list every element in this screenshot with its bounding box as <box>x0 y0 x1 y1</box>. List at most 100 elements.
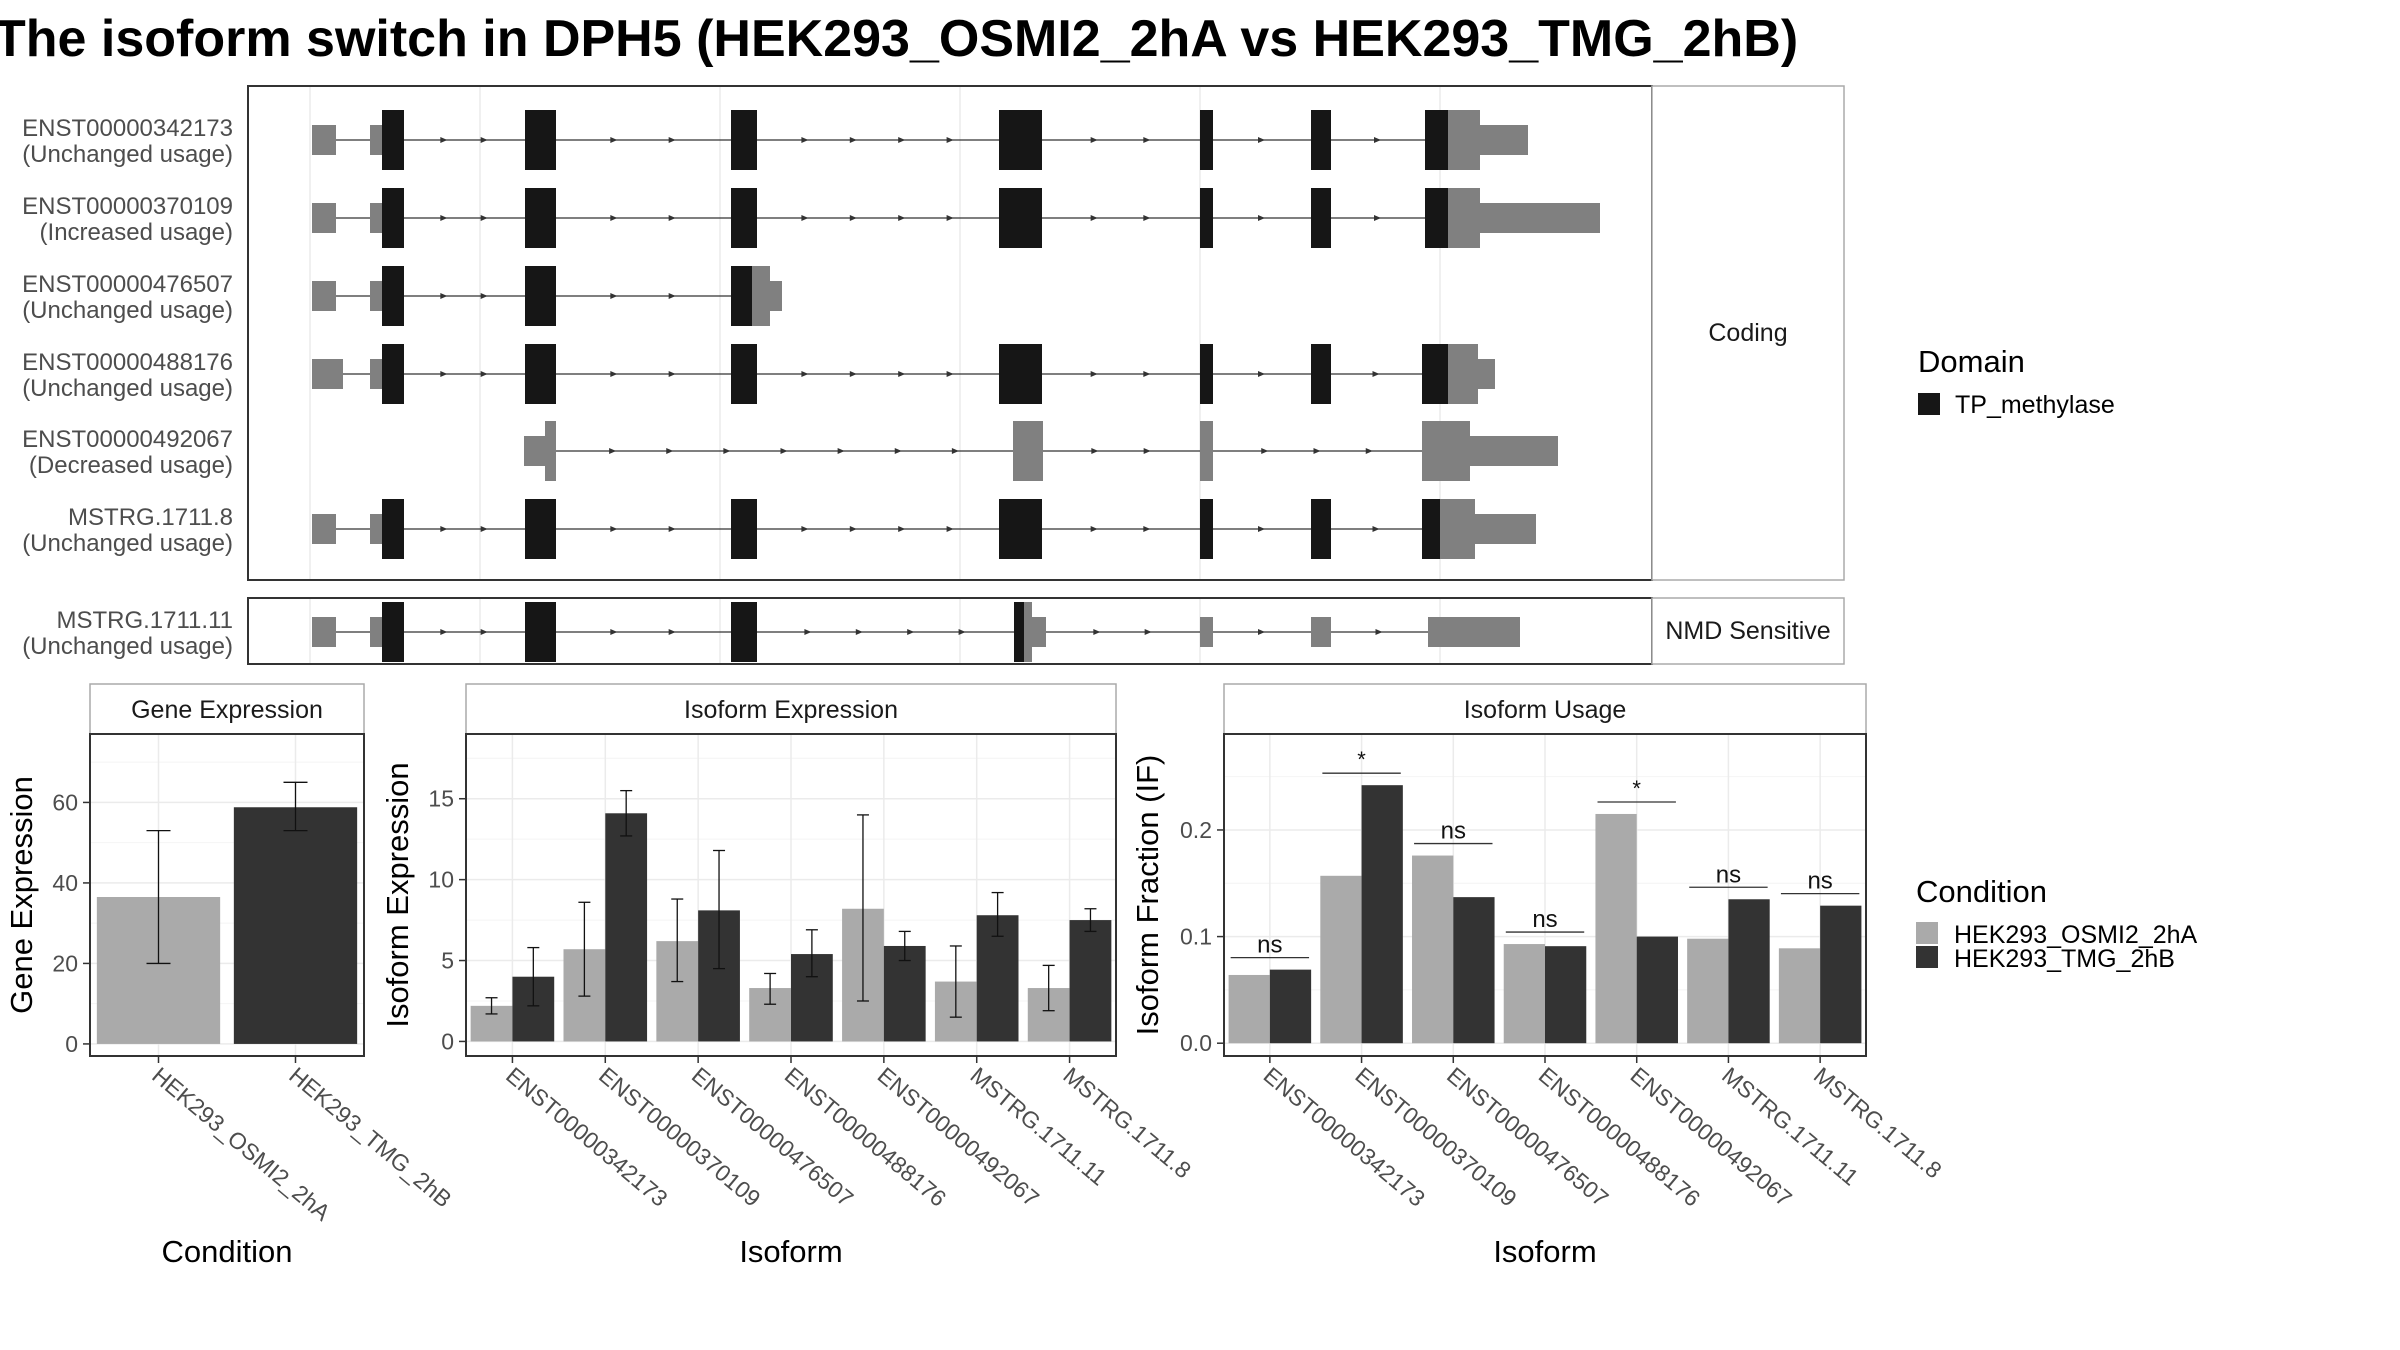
intron-arrow <box>609 448 617 454</box>
utr-exon <box>524 436 545 466</box>
intron-arrow <box>1372 371 1380 377</box>
domain-exon <box>1311 110 1331 170</box>
utr-exon <box>312 359 343 389</box>
intron-arrow <box>610 371 618 377</box>
intron-arrow <box>849 371 857 377</box>
x-tick-label: ENST00000492067 <box>873 1062 1045 1212</box>
intron-arrow <box>801 371 809 377</box>
condition-legend-title: Condition <box>1916 874 2047 909</box>
domain-exon <box>525 602 556 662</box>
condition-legend-label-a: HEK293_OSMI2_2hA <box>1954 921 2198 949</box>
x-axis-title: Isoform <box>1493 1234 1596 1269</box>
bar <box>1728 899 1770 1044</box>
intron-arrow <box>1258 526 1265 532</box>
legends: Domain TP_methylase Condition HEK293_OSMI2_… <box>1916 344 2198 973</box>
y-tick-label: 0.0 <box>1180 1030 1212 1056</box>
intron-arrow <box>480 526 488 532</box>
gene-expression-panel: Gene Expression0204060HEK293_OSMI2_2hAHE… <box>4 683 457 1269</box>
intron-arrow <box>849 526 857 532</box>
intron-arrow <box>1090 371 1098 377</box>
y-tick-label: 0.2 <box>1180 817 1212 843</box>
x-tick-label: ENST00000476507 <box>1442 1062 1614 1212</box>
intron-arrow <box>1143 526 1151 532</box>
utr-exon <box>1475 514 1536 544</box>
y-tick-label: 0.1 <box>1180 924 1212 950</box>
utr-exon <box>1311 617 1331 647</box>
facet-strip-nmd <box>1651 597 1845 665</box>
domain-exon <box>525 266 556 326</box>
transcript-id-label: MSTRG.1711.8 <box>68 504 233 531</box>
domain-exon <box>1311 188 1331 248</box>
intron-arrow <box>1372 526 1380 532</box>
intron-arrow <box>946 137 954 143</box>
intron-arrow <box>951 448 959 454</box>
significance-label: ns <box>1807 868 1832 895</box>
intron-arrow <box>1091 448 1099 454</box>
coding-exon <box>1448 344 1478 404</box>
y-axis-title: Isoform Expression <box>380 762 415 1027</box>
y-tick-label: 60 <box>52 789 78 815</box>
track-panel-bg <box>248 86 1652 580</box>
intron-arrow <box>837 448 845 454</box>
utr-exon <box>1478 359 1495 389</box>
intron-arrow <box>723 448 731 454</box>
domain-exon <box>731 344 757 404</box>
intron-arrow <box>668 526 676 532</box>
domain-exon <box>1422 344 1448 404</box>
intron-arrow <box>1144 629 1152 635</box>
intron-arrow <box>480 371 488 377</box>
facet-label-coding: Coding <box>1708 319 1787 347</box>
domain-exon <box>999 110 1042 170</box>
intron-arrow <box>1374 137 1381 143</box>
bar <box>233 807 358 1044</box>
utr-exon <box>1480 125 1528 155</box>
domain-exon <box>525 110 556 170</box>
intron-arrow <box>1143 371 1151 377</box>
bar <box>1320 875 1362 1044</box>
utr-exon <box>1032 617 1046 647</box>
intron-arrow <box>1143 137 1151 143</box>
coding-exon <box>1448 110 1480 170</box>
transcript-status-label: (Increased usage) <box>40 219 233 246</box>
y-tick-label: 40 <box>52 870 78 896</box>
transcript-structure-panel: ENST00000342173 (Unchanged usage) ENST0000… <box>22 85 1845 665</box>
bar <box>1545 946 1587 1044</box>
bar <box>1503 944 1545 1044</box>
intron-arrow <box>780 448 788 454</box>
intron-arrow <box>946 215 954 221</box>
bar <box>1687 938 1729 1044</box>
intron-arrow <box>480 629 488 635</box>
domain-legend-label: TP_methylase <box>1955 391 2115 419</box>
intron-arrow <box>1365 448 1373 454</box>
intron-arrow <box>801 215 809 221</box>
transcript-id-label: ENST00000492067 <box>22 426 233 453</box>
intron-arrow <box>1375 629 1383 635</box>
condition-legend-swatch-a <box>1916 922 1938 944</box>
intron-arrow <box>946 526 954 532</box>
utr-exon <box>370 125 382 155</box>
bar <box>605 813 648 1042</box>
bar <box>1595 813 1637 1044</box>
utr-exon <box>1480 203 1600 233</box>
intron-arrow <box>1261 448 1269 454</box>
bar <box>1269 969 1312 1044</box>
x-axis-title: Isoform <box>739 1234 842 1269</box>
intron-arrow <box>1143 448 1151 454</box>
intron-arrow <box>668 371 676 377</box>
x-tick-label: ENST00000370109 <box>594 1062 766 1212</box>
domain-exon <box>525 344 556 404</box>
facet-label-nmd: NMD Sensitive <box>1665 617 1830 645</box>
transcript-status-label: (Unchanged usage) <box>22 297 233 324</box>
significance-label: ns <box>1257 932 1282 959</box>
utr-exon <box>370 359 382 389</box>
domain-exon <box>382 602 404 662</box>
panel-strip <box>89 683 365 735</box>
domain-exon <box>731 602 757 662</box>
intron-arrow <box>898 526 906 532</box>
intron-arrow <box>1090 137 1098 143</box>
coding-exon <box>1448 188 1480 248</box>
x-tick-label: ENST00000488176 <box>780 1062 952 1212</box>
transcript-id-label: ENST00000342173 <box>22 115 233 142</box>
intron-arrow <box>1090 526 1098 532</box>
